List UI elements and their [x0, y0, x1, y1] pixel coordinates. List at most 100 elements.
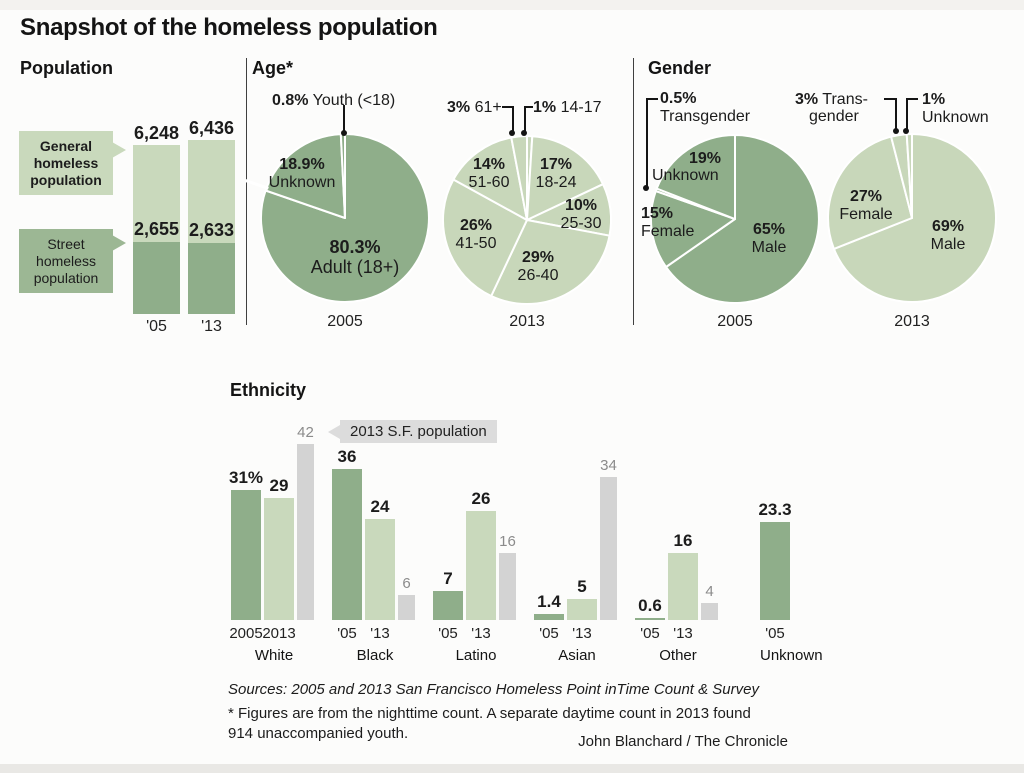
- pie-slice-unknown: [264, 133, 346, 219]
- page-title: Snapshot of the homeless population: [20, 14, 438, 41]
- general-value-label: 6,436: [188, 117, 235, 138]
- age2013-26-40-label: 29% 26-40: [517, 249, 559, 284]
- bar-value-label: 16: [499, 532, 516, 550]
- gender2013-male-label: 69% Male: [930, 218, 966, 253]
- age-2005-pie: [260, 132, 430, 303]
- gender2013-female-label: 27% Female: [839, 188, 893, 223]
- bar-other-2013-homeless: 16 '13: [668, 531, 698, 642]
- connector-dot: [893, 128, 899, 134]
- population-bar-13: 6,436 2,633: [188, 118, 235, 314]
- pie-slice-26-40: [490, 219, 611, 305]
- bar-black-2013-s-f-population: 6: [398, 575, 415, 620]
- credit: John Blanchard / The Chronicle: [578, 733, 788, 750]
- year-tick-label: '13: [201, 318, 222, 335]
- year-tick-label: '13: [673, 625, 693, 642]
- section-divider: [246, 58, 247, 325]
- gender2013-unknown-label: 1% Unknown: [922, 91, 989, 126]
- ethnicity-bar-chart: 31% 2005 29 2013 42 White 36 '05 24 '13 6 Black 7 '05…: [228, 420, 823, 664]
- bar-value-label: 1.4: [537, 592, 561, 612]
- bar-latino-2005-homeless: 7 '05: [433, 569, 463, 642]
- gender-2005-pie: [649, 134, 820, 304]
- ethnicity-group-unknown: 23.3 '05 Unknown: [758, 500, 822, 664]
- gender2013-transgender-line2: gender: [809, 108, 859, 125]
- age2005-unknown-label: 18.9% Unknown: [268, 156, 336, 191]
- year-tick-label: '05: [539, 625, 559, 642]
- street-value-label: 2,633: [188, 219, 235, 240]
- population-bar-chart: 6,248 2,655 '05 6,436 2,633 '13: [133, 114, 235, 335]
- youth-connector-line: [343, 105, 345, 132]
- population-heading: Population: [20, 58, 113, 78]
- bar-value-label: 34: [600, 457, 617, 475]
- age2013-51-60-label: 14% 51-60: [468, 156, 510, 191]
- legend-general-homeless: General homeless population: [19, 131, 126, 196]
- bar-white-2013-homeless: 29 2013: [262, 476, 295, 642]
- legend-street-homeless: Street homeless population: [19, 229, 126, 294]
- year-tick-label: '05: [337, 625, 357, 642]
- gender-2013-year-label: 2013: [894, 313, 930, 330]
- bar-value-label: 36: [337, 446, 357, 466]
- group-label-other: Other: [659, 647, 697, 664]
- population-bar-05: 6,248 2,655: [133, 123, 180, 314]
- connector-dot: [903, 128, 909, 134]
- bar-other-2005-homeless: 0.6 '05: [635, 596, 665, 642]
- age2005-youth-label: 0.8% Youth (<18): [272, 92, 396, 109]
- year-tick-label: '13: [572, 625, 592, 642]
- connector-elbow: [646, 98, 658, 187]
- street-segment-05: [133, 242, 180, 314]
- gender2013-transgender-line1: 3% Trans-: [795, 91, 868, 108]
- year-tick-label: 2013: [262, 625, 296, 642]
- ethnicity-group-asian: 1.4 '05 5 '13 34 Asian: [534, 457, 620, 664]
- sources-line: Sources: 2005 and 2013 San Francisco Hom…: [228, 681, 759, 698]
- general-value-label: 6,248: [133, 123, 180, 143]
- connector-dot: [521, 130, 527, 136]
- ethnicity-group-other: 0.6 '05 16 '13 4 Other: [635, 531, 721, 664]
- bar-unknown-2005-homeless: 23.3 '05: [758, 500, 791, 642]
- top-edge-strip: [0, 0, 1024, 10]
- bar-value-label: 5: [577, 577, 587, 596]
- bar-value-label: 31%: [228, 467, 264, 487]
- pie-slice-female: [827, 135, 913, 250]
- bar-value-label: 6: [402, 574, 411, 592]
- ethnicity-heading: Ethnicity: [230, 380, 307, 400]
- age2013-41-50-label: 26% 41-50: [455, 217, 497, 252]
- year-tick-label: '13: [370, 625, 390, 642]
- gender2005-female-label: 15% Female: [641, 205, 695, 240]
- footnote: * Figures are from the nighttime count. …: [228, 705, 751, 742]
- age2005-adult-label: 80.3% Adult (18+): [310, 237, 400, 278]
- bar-value-label: 0.6: [638, 595, 662, 615]
- section-divider: [633, 58, 634, 325]
- connector-elbow: [906, 98, 918, 130]
- year-tick-label: '13: [471, 625, 491, 642]
- bar-value-label: 29: [269, 476, 289, 496]
- group-label-white: White: [254, 647, 294, 664]
- pie-slice-male: [665, 134, 820, 304]
- gender-heading: Gender: [648, 58, 712, 78]
- bar-asian-2013-homeless: 5 '13: [567, 577, 597, 642]
- bar-value-label: 7: [443, 568, 453, 588]
- gender2005-unknown-label: Unknown: [652, 167, 719, 184]
- pie-slice-female: [649, 190, 736, 268]
- age-2005-year-label: 2005: [327, 313, 363, 330]
- age-2013-year-label: 2013: [509, 313, 545, 330]
- bar-asian-2005-homeless: 1.4 '05: [534, 592, 564, 642]
- bar-other-2013-s-f-population: 4: [701, 583, 718, 620]
- pie-slice-male: [832, 133, 997, 303]
- group-label-latino: Latino: [455, 647, 497, 664]
- age-2013-pie: [442, 135, 612, 305]
- connector-dot: [643, 185, 649, 191]
- year-tick-label: '05: [765, 625, 785, 642]
- group-label-asian: Asian: [558, 647, 596, 664]
- age2013-14-17-label: 1% 14-17: [533, 99, 602, 116]
- bottom-edge-strip: [0, 764, 1024, 773]
- connector-dot: [509, 130, 515, 136]
- gender2005-male-label: 65% Male: [751, 221, 787, 256]
- connector-elbow: [502, 106, 514, 132]
- group-label-unknown: Unknown: [760, 647, 823, 664]
- bar-black-2013-homeless: 24 '13: [365, 497, 395, 642]
- group-label-black: Black: [356, 647, 394, 664]
- pie-slice-18-24: [526, 135, 604, 221]
- bar-latino-2013-s-f-population: 16: [499, 533, 516, 620]
- gender-2013-pie: [827, 133, 997, 303]
- year-tick-label: '05: [146, 318, 167, 335]
